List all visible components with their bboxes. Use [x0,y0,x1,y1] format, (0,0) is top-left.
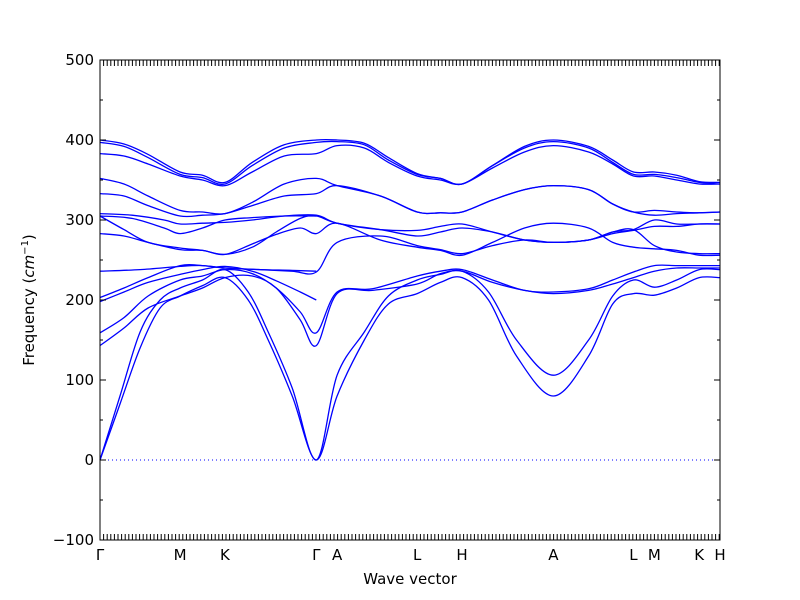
y-tick-label: −100 [53,531,94,549]
band-line-7 [99,264,317,272]
y-tick-label: 200 [65,291,94,309]
band-line-11 [99,212,720,244]
band-line-10 [99,215,317,235]
x-symmetry-label: A [548,546,559,564]
y-axis-label-unit: cm [20,255,38,278]
band-line-1 [99,276,721,461]
y-tick-label: 500 [65,51,94,69]
x-symmetry-label: A [332,546,343,564]
y-tick-label: 0 [84,451,94,469]
x-symmetry-label: H [456,546,467,564]
x-symmetry-label: L [629,546,638,564]
x-axis-label: Wave vector [363,570,457,588]
band-line-3 [99,267,720,347]
x-symmetry-label: H [714,546,725,564]
y-axis-label-close: ) [20,234,38,240]
x-symmetry-label: K [220,546,231,564]
x-symmetry-label: M [648,546,661,564]
band-line-14 [99,144,721,187]
band-line-4 [99,264,720,334]
band-line-9 [99,215,721,256]
x-symmetry-label: Γ [96,546,105,564]
y-axis-label: Frequency (cm−1) [20,234,38,366]
y-axis-ticks: −100 0 100 200 300 400 500 [53,51,720,549]
band-line-16 [99,138,721,186]
band-line-13 [99,177,721,215]
x-symmetry-label: M [174,546,187,564]
x-symmetry-label: K [694,546,705,564]
band-line-15 [99,140,721,186]
y-axis-label-text: Frequency ( [20,278,38,366]
y-tick-label: 100 [65,371,94,389]
y-axis-label-exponent: −1 [20,240,31,255]
phonon-bands [99,138,721,461]
y-tick-label: 300 [65,211,94,229]
band-line-2 [99,268,721,461]
y-tick-label: 400 [65,131,94,149]
x-symmetry-label: Γ [312,546,321,564]
x-symmetry-label: L [413,546,422,564]
